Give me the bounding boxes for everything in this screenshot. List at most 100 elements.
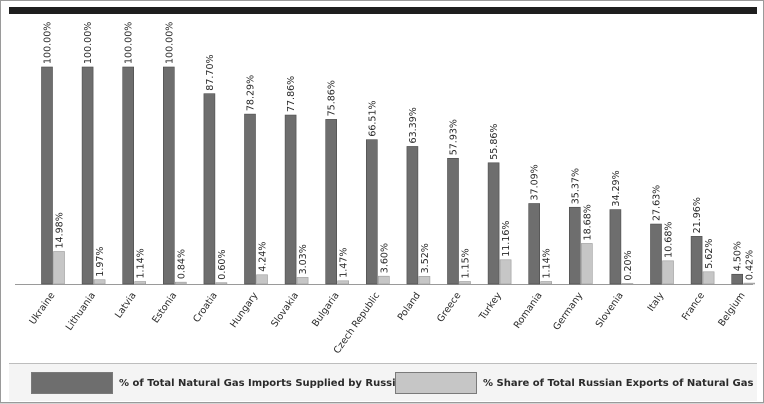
bar-export-share [296, 277, 309, 285]
bar-russia-supply [244, 113, 256, 285]
data-label-russia-supply: 21.96% [692, 197, 703, 233]
data-label-export-share: 3.52% [420, 243, 431, 273]
data-label-russia-supply: 75.86% [327, 80, 338, 116]
data-label-russia-supply: 63.39% [408, 107, 419, 143]
data-label-export-share: 10.68% [664, 222, 675, 258]
data-label-russia-supply: 78.29% [246, 75, 257, 111]
category-label: Germany [551, 290, 585, 332]
bar-russia-supply [487, 162, 500, 285]
data-label-export-share: 3.03% [298, 244, 309, 274]
bar-russia-supply [122, 66, 134, 285]
data-label-export-share: 1.47% [339, 248, 350, 278]
data-label-russia-supply: 34.29% [611, 170, 622, 206]
bar-export-share [134, 281, 146, 285]
bar-export-share [662, 260, 674, 285]
legend-swatch-russia-supply [31, 372, 113, 394]
bar-export-share [580, 243, 593, 285]
data-label-russia-supply: 66.51% [367, 100, 378, 136]
category-label: Czech Republic [332, 290, 383, 356]
data-label-russia-supply: 35.37% [570, 168, 581, 204]
category-label: Turkey [477, 290, 505, 323]
legend-label-export-share: % Share of Total Russian Exports of Natu… [483, 377, 754, 389]
data-label-export-share: 1.97% [95, 247, 106, 277]
data-label-export-share: 0.20% [623, 250, 634, 280]
bar-export-share [175, 281, 187, 285]
legend: % of Total Natural Gas Imports Supplied … [9, 363, 757, 401]
bar-russia-supply [325, 119, 338, 285]
data-label-export-share: 1.15% [461, 248, 472, 278]
category-label: Italy [646, 290, 667, 314]
data-label-russia-supply: 4.50% [733, 241, 744, 271]
bar-russia-supply [81, 66, 94, 285]
bar-export-share [337, 280, 350, 285]
bar-export-share [702, 271, 715, 285]
bar-export-share [499, 259, 512, 285]
category-label: Greece [435, 290, 463, 324]
data-label-russia-supply: 100.00% [83, 22, 94, 64]
data-label-export-share: 18.68% [582, 204, 593, 240]
category-label: France [680, 290, 707, 322]
bar-russia-supply [163, 66, 175, 285]
data-label-russia-supply: 100.00% [43, 22, 54, 64]
bar-export-share [459, 281, 471, 285]
bar-export-share [540, 281, 553, 285]
category-label: Ukraine [27, 290, 57, 326]
data-label-export-share: 1.14% [542, 248, 553, 278]
legend-item-export-share: % Share of Total Russian Exports of Natu… [395, 372, 753, 394]
data-label-russia-supply: 57.93% [449, 119, 460, 155]
bar-export-share [418, 276, 431, 285]
bar-russia-supply [609, 209, 622, 285]
bar-export-share [256, 274, 268, 285]
data-label-russia-supply: 77.86% [286, 76, 297, 112]
data-label-export-share: 14.98% [55, 212, 66, 248]
bar-export-share [743, 282, 756, 285]
category-label: Latvia [113, 290, 139, 320]
data-label-russia-supply: 27.63% [652, 185, 663, 221]
bar-russia-supply [406, 146, 419, 285]
bar-russia-supply [41, 66, 53, 285]
bar-export-share [377, 275, 390, 285]
category-label: Poland [396, 290, 423, 322]
bar-russia-supply [731, 273, 744, 285]
bar-export-share [53, 251, 65, 285]
bar-russia-supply [568, 206, 581, 285]
bar-export-share [93, 279, 106, 285]
data-label-export-share: 5.62% [704, 239, 715, 269]
data-label-russia-supply: 87.70% [205, 54, 216, 90]
data-label-russia-supply: 55.86% [489, 124, 500, 160]
data-label-export-share: 4.24% [258, 242, 269, 272]
data-label-export-share: 11.16% [501, 221, 512, 257]
bar-russia-supply [447, 157, 459, 285]
category-label: Slovenia [594, 290, 626, 329]
category-label: Belgium [716, 290, 747, 328]
category-label: Slovakia [269, 290, 301, 329]
bar-russia-supply [203, 93, 216, 285]
category-label: Bulgaria [310, 290, 342, 329]
plot-area [11, 15, 755, 287]
bar-russia-supply [284, 114, 297, 285]
category-label: Croatia [191, 290, 220, 324]
data-label-export-share: 0.42% [745, 250, 756, 280]
bar-russia-supply [365, 139, 378, 285]
category-label: Romania [512, 290, 545, 330]
bar-russia-supply [690, 236, 703, 285]
data-label-russia-supply: 100.00% [164, 22, 175, 64]
bar-russia-supply [528, 203, 541, 285]
bar-russia-supply [650, 223, 662, 285]
data-label-export-share: 3.60% [379, 243, 390, 273]
category-label: Estonia [150, 290, 179, 325]
top-border-bar [9, 7, 757, 14]
legend-label-russia-supply: % of Total Natural Gas Imports Supplied … [119, 377, 403, 389]
bar-export-share [621, 283, 634, 285]
bar-export-share [215, 282, 228, 285]
data-label-export-share: 1.14% [136, 248, 147, 278]
category-label: Lithuania [64, 290, 98, 332]
legend-item-russia-supply: % of Total Natural Gas Imports Supplied … [31, 372, 402, 394]
data-label-export-share: 0.60% [217, 250, 228, 280]
data-label-russia-supply: 37.09% [530, 164, 541, 200]
category-label: Hungary [228, 290, 260, 330]
data-label-export-share: 0.84% [176, 249, 187, 279]
legend-swatch-export-share [395, 372, 477, 394]
